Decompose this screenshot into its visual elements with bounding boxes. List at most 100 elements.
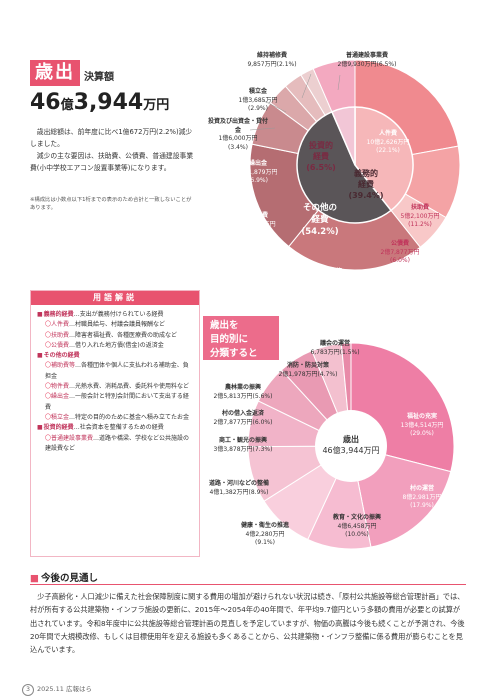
footer-date: 2025.11	[37, 685, 64, 693]
glossary-item: 物件費…光熱水費、消耗品費、委託料や使用料など	[37, 382, 193, 392]
slice-amount: 4億1,382万円	[209, 488, 249, 496]
label-council: 議会の運営 6,783万円(1.5%)	[300, 340, 370, 357]
slice-name: 消防・防災対策	[286, 362, 329, 369]
label-welfare: 福祉の充実 13億4,514万円 (29.0%)	[390, 413, 454, 439]
leader-line	[301, 73, 312, 99]
slice-amount: 5億2,100万円	[400, 212, 440, 220]
pie2-center	[315, 410, 387, 482]
glossary-item: 公債費…借り入れた地方債(借金)の返済金	[37, 341, 193, 351]
glossary-desc: …光熱水費、消耗品費、委託料や使用料など	[69, 383, 190, 391]
slice-pct: (17.9%)	[410, 502, 434, 509]
glossary-term: 補助費等	[45, 362, 75, 369]
group-label-line: 投資的	[309, 141, 333, 150]
slice-name: 健康・衛生の推進	[240, 522, 289, 529]
label-investment: 投資及び出資金・貸付金 1億6,000万円 (3.4%)	[200, 118, 276, 152]
pie-group-0	[354, 106, 414, 212]
slice-name: 福祉の充実	[406, 413, 437, 420]
glossary-desc: …各種団体や個人に支払われる補助金、負担金	[45, 362, 189, 380]
group-label-line: (39.4%)	[348, 191, 384, 200]
slice-amount: 10億2,626万円	[366, 138, 410, 146]
slice-pct: (3.4%)	[228, 143, 248, 151]
glossary-desc: …道路や橋梁、学校など公共施設の建設費など	[45, 434, 190, 452]
group-label-line: 経費	[358, 180, 374, 189]
slice-amount: 6,783万円	[310, 348, 340, 356]
slice-amount: 3億3,878万円	[213, 445, 253, 453]
slice-amount: 8億2,981万円	[402, 493, 442, 501]
slice-amount: 1億6,000万円	[218, 135, 258, 142]
leader-line	[249, 127, 276, 131]
slice-name: 投資及び出資金・貸付金	[207, 118, 268, 134]
slice-amount: 8億457万円	[242, 220, 276, 228]
leader-line	[261, 99, 287, 113]
group-label-line: 経費	[311, 215, 329, 225]
slice-name: 商工・観光の振興	[218, 437, 267, 444]
section-body: 少子高齢化・人口減少に備えた社会保障制度に関する費用の増加が避けられない状況は続…	[30, 590, 466, 656]
group-label-line: その他の	[302, 203, 337, 213]
label-agri: 農林業の振興 2億5,813万円(5.6%)	[208, 384, 278, 401]
glossary-desc: …一般会計と特別会計間において支出する経費	[45, 393, 189, 411]
pie1-groups	[296, 106, 414, 224]
glossary-cat-name: その他の経費	[37, 351, 193, 361]
page-title: 歳出	[30, 60, 80, 86]
label-reserve: 積立金 1億3,685万円 (2.9%)	[228, 88, 288, 114]
slice-pct: (6.0%)	[252, 418, 273, 426]
slice-amount: 2億5,813万円	[213, 392, 253, 400]
group-label-mandatory: 義務的 経費 (39.4%)	[336, 168, 396, 201]
leader-line	[337, 74, 341, 91]
group-label-line: 経費	[313, 152, 329, 161]
label-education: 教育・文化の振興 4億6,458万円 (10.0%)	[322, 514, 392, 540]
label-maintenance: 維持補修費 9,857万円(2.1%)	[232, 52, 312, 69]
label-loan: 村の借入金返済 2億7,877万円(6.0%)	[208, 410, 278, 427]
purpose-line: 分類すると	[210, 348, 258, 359]
slice-name: 教育・文化の振興	[332, 514, 381, 521]
glossary-term: 繰出金	[45, 393, 69, 400]
label-personnel: 人件費 10億2,626万円 (22.1%)	[356, 130, 420, 156]
slice-pct: (11.2%)	[408, 221, 432, 228]
slice-amount: 1億3,685万円	[238, 96, 278, 104]
slice-name: 公債費	[390, 240, 409, 247]
slice-pct: (6.0%)	[390, 257, 410, 264]
glossary-item: 繰出金…一般会計と特別会計間において支出する経費	[37, 392, 193, 413]
glossary-category: 義務的経費…支出が義務付けられている経費	[37, 310, 193, 320]
total-amount: 46億3,944万円	[30, 90, 169, 115]
glossary-term: 物件費	[45, 383, 69, 390]
expenditure-purpose-chart	[247, 342, 455, 550]
label-welfare-aid: 扶助費 5億2,100万円 (11.2%)	[392, 204, 448, 230]
slice-amount: 4億2,280万円	[245, 530, 285, 538]
glossary-term: 公債費	[45, 342, 69, 349]
pie-group-1	[296, 110, 393, 224]
slice-name: 維持補修費	[256, 52, 287, 59]
slice-name: 議会の運営	[319, 340, 350, 347]
label-health: 健康・衛生の推進 4億2,280万円 (9.1%)	[230, 522, 300, 548]
slice-name: 村の運営	[409, 485, 434, 492]
purpose-line: 歳出を	[210, 320, 239, 331]
slice-pct: (6.5%)	[376, 60, 397, 68]
center-title: 歳出	[343, 435, 359, 444]
group-label-line: 義務的	[354, 169, 378, 178]
label-transfer: 繰出金 3億1,879万円 (6.9%)	[230, 160, 286, 186]
footer-publication: 広報はら	[65, 685, 92, 693]
group-label-other: その他の 経費 (54.2%)	[290, 202, 350, 238]
slice-pct: (1.5%)	[339, 348, 360, 356]
slice-name: 積立金	[248, 88, 267, 95]
purpose-heading-box: 歳出を 目的別に 分類すると	[203, 316, 279, 360]
slice-pct: (9.1%)	[255, 539, 275, 546]
label-subsidy: 補助費等 9億9,945万円 (21.5%)	[302, 268, 358, 294]
glossary-term: 人件費	[45, 321, 69, 328]
description-para-2: 減少の主な要因は、扶助費、公債費、普通建設事業費(小中学校エアコン設置事業等)に…	[30, 152, 194, 172]
glossary-item: 扶助費…障害者福祉費、各種医療費の助成など	[37, 331, 193, 341]
slice-pct: (21.5%)	[318, 285, 342, 292]
description-para-1: 歳出総額は、前年度に比べ1億672万円(2.2%)減少しました。	[30, 128, 193, 148]
slice-pct: (7.3%)	[252, 445, 273, 453]
total-oku-unit: 億	[60, 98, 74, 113]
glossary-item: 補助費等…各種団体や個人に支払われる補助金、負担金	[37, 361, 193, 382]
glossary-category: 投資的経費…社会資本を整備するための経費	[37, 423, 193, 433]
slice-amount: 2億1,978万円	[278, 370, 318, 378]
purpose-line: 目的別に	[210, 334, 249, 345]
slice-amount: 13億4,514万円	[400, 421, 444, 429]
rounding-note: ※構成比は小数点以下1桁までの表示のため合計と一致しないことがあります。	[30, 197, 192, 211]
glossary-item: 積立金…特定の目的のために基金へ積み立てたお金	[37, 413, 193, 423]
slice-pct: (2.1%)	[276, 60, 297, 68]
glossary-desc: …村職員給与、村議会議員報酬など	[69, 321, 166, 329]
label-fire: 消防・防災対策 2億1,978万円(4.7%)	[270, 362, 346, 379]
